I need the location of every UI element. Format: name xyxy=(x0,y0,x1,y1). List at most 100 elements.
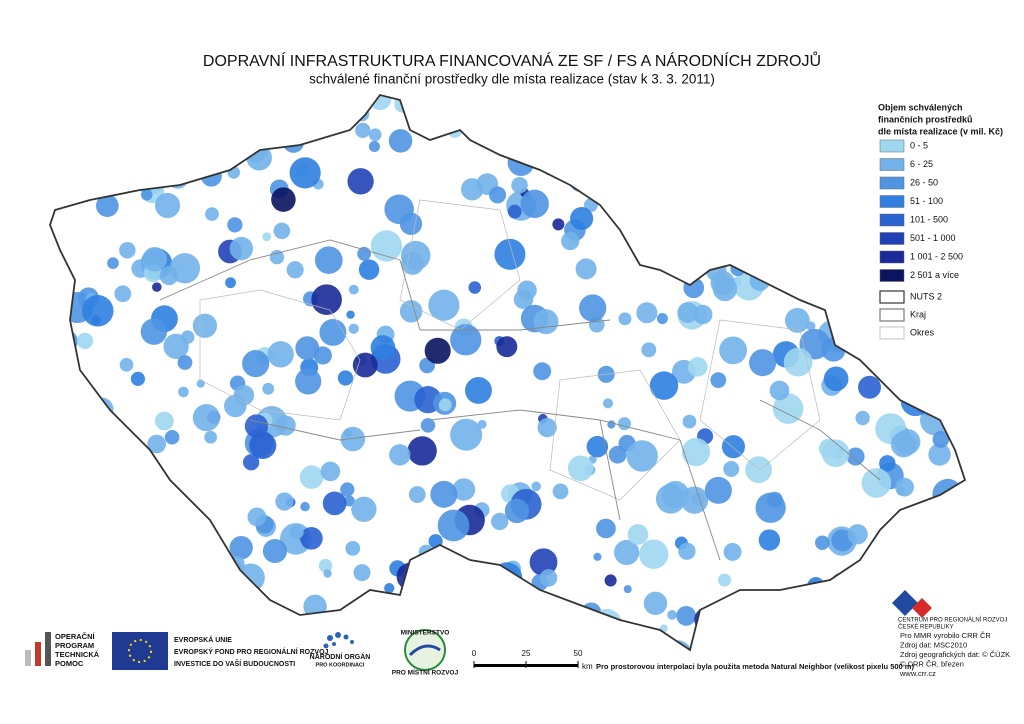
surface-patch xyxy=(227,217,243,233)
surface-patch xyxy=(340,482,355,497)
surface-patch xyxy=(319,318,347,346)
surface-patch xyxy=(182,95,212,125)
surface-patch xyxy=(795,175,818,197)
scale-bar: 0 25 50 km Pro prostorovou interpolaci byla … xyxy=(472,649,915,671)
legend-label: NUTS 2 xyxy=(910,291,942,301)
surface-patch xyxy=(928,443,951,466)
logo-text: NÁRODNÍ ORGÁN xyxy=(310,652,371,661)
surface-patch xyxy=(351,496,377,522)
surface-patch xyxy=(772,393,804,424)
legend-label: 26 - 50 xyxy=(910,177,938,187)
surface-patch xyxy=(614,168,639,192)
surface-patch xyxy=(204,430,217,444)
surface-patch xyxy=(52,480,81,509)
surface-patch xyxy=(104,183,117,196)
surface-patch xyxy=(664,249,678,263)
surface-patch xyxy=(370,230,403,262)
surface-patch xyxy=(520,189,549,219)
surface-patch xyxy=(81,294,114,327)
surface-patch xyxy=(408,486,426,503)
surface-patch xyxy=(424,337,451,364)
credit-org: ČESKÉ REPUBLIKY xyxy=(898,624,954,631)
surface-patch xyxy=(320,461,341,482)
scale-label: 25 xyxy=(522,649,531,658)
surface-patch xyxy=(858,375,882,399)
surface-patch xyxy=(154,411,174,431)
surface-patch xyxy=(121,532,150,561)
surface-patch xyxy=(620,173,642,195)
surface-patch xyxy=(904,345,928,369)
surface-patch xyxy=(300,527,323,550)
logo-text: PRO KOORDINACI xyxy=(316,662,365,668)
surface-patch xyxy=(313,346,332,365)
district-borders xyxy=(199,199,821,501)
surface-patch xyxy=(140,318,168,345)
surface-patch xyxy=(65,433,96,464)
surface-patch xyxy=(430,110,439,119)
legend-swatch xyxy=(879,213,905,227)
logo-bar xyxy=(35,642,41,666)
surface-patch xyxy=(450,418,483,451)
surface-patch xyxy=(353,564,371,582)
surface-patch xyxy=(938,394,957,412)
surface-patch xyxy=(200,135,229,165)
surface-patch xyxy=(608,445,627,464)
credit-org: CENTRUM PRO REGIONÁLNÍ ROZVOJ xyxy=(898,617,1007,624)
surface-patch xyxy=(130,371,146,386)
surface-patch xyxy=(289,157,321,189)
surface-patch xyxy=(133,572,160,600)
surface-patch xyxy=(531,481,541,492)
surface-patch xyxy=(486,105,505,125)
surface-patch xyxy=(570,174,588,192)
surface-patch xyxy=(163,333,189,360)
surface-patch xyxy=(744,207,756,219)
surface-patch xyxy=(862,121,877,136)
surface-patch xyxy=(133,480,162,509)
surface-patch xyxy=(766,491,783,508)
surface-patch xyxy=(159,266,179,286)
surface-patch xyxy=(282,626,297,640)
surface-patch xyxy=(691,492,705,506)
surface-patch xyxy=(79,569,106,595)
mmr-logo xyxy=(404,629,446,671)
surface-patch xyxy=(450,565,477,592)
surface-patch xyxy=(623,585,632,594)
surface-patch xyxy=(420,418,436,433)
surface-patch xyxy=(704,608,734,637)
surface-patch xyxy=(465,377,492,404)
surface-patch xyxy=(677,302,699,323)
subtitle: schválené finanční prostředky dle místa … xyxy=(309,72,715,87)
legend-swatch xyxy=(879,232,905,245)
surface-patch xyxy=(883,525,899,542)
surface-patch xyxy=(142,246,167,272)
logo-text: PRO MÍSTNÍ ROZVOJ xyxy=(392,668,459,677)
surface-patch xyxy=(403,95,424,107)
surface-patch xyxy=(358,259,380,280)
surface-patch xyxy=(826,95,838,103)
surface-patch xyxy=(807,577,825,595)
surface-patch xyxy=(134,473,156,495)
surface-patch xyxy=(917,345,949,377)
surface-patch xyxy=(242,454,260,471)
surface-patch xyxy=(879,455,896,472)
surface-patch xyxy=(792,216,802,226)
surface-patch xyxy=(388,129,413,153)
surface-patch xyxy=(489,186,507,204)
surface-patch xyxy=(253,615,264,626)
surface-patch xyxy=(50,110,74,137)
surface-patch xyxy=(205,207,219,221)
surface-patch xyxy=(533,309,559,335)
surface-patch xyxy=(740,637,759,650)
surface-patch xyxy=(412,95,435,114)
surface-patch xyxy=(64,131,77,144)
scale-note: Pro prostorovou interpolaci byla použita… xyxy=(596,662,914,671)
surface-patch xyxy=(452,478,476,501)
surface-patch xyxy=(874,541,890,558)
surface-patch xyxy=(107,257,119,269)
surface-patch xyxy=(196,379,205,388)
surface-patch xyxy=(614,539,640,566)
legend-label: Okres xyxy=(910,327,935,337)
surface-patch xyxy=(650,122,663,135)
surface-patch xyxy=(384,582,395,594)
surface-patch xyxy=(396,562,425,591)
